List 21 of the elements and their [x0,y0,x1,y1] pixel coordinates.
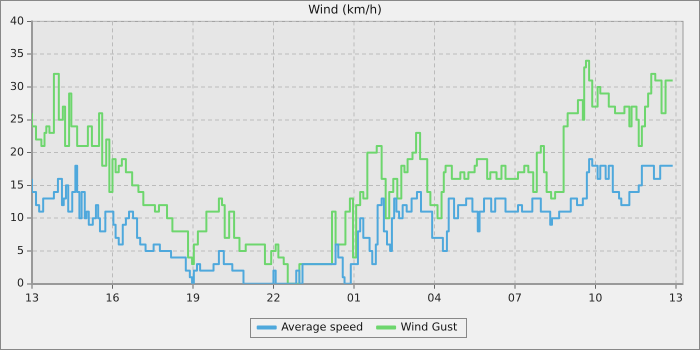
y-tick-label: 35 [10,47,24,60]
x-tick-label: 16 [105,291,120,304]
x-tick-label: 07 [508,291,522,304]
y-tick-label: 30 [10,80,24,93]
y-tick-label: 5 [16,244,24,257]
x-tick-label: 19 [186,291,200,304]
x-tick-label: 01 [346,291,361,304]
y-tick-label: 40 [10,14,24,28]
x-tick-label: 13 [668,291,683,304]
x-tick-label: 22 [266,291,280,304]
y-tick-label: 20 [10,145,24,158]
y-tick-label: 15 [10,178,24,192]
y-tick-label: 10 [10,211,24,224]
legend-label: Average speed [281,320,364,334]
x-tick-label: 13 [24,291,39,304]
chart-title: Wind (km/h) [308,2,382,16]
y-tick-label: 0 [16,276,24,290]
legend-label: Wind Gust [400,320,458,334]
x-tick-label: 04 [427,291,442,304]
x-tick-label: 10 [588,291,602,304]
y-tick-label: 25 [10,112,24,126]
